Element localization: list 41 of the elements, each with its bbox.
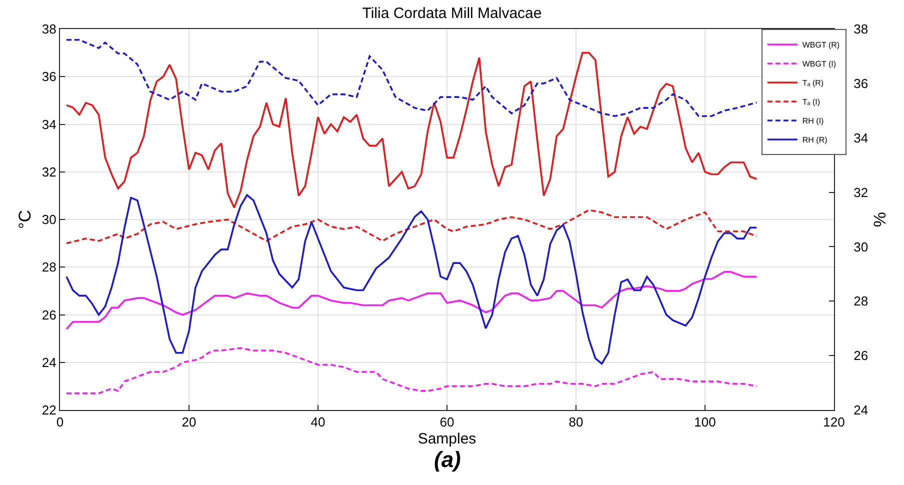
x-tick-label: 60 [440, 414, 454, 430]
y-tick-label: 26 [42, 307, 56, 322]
legend-label: RH (I) [802, 116, 824, 126]
x-tick-label: 80 [568, 414, 584, 430]
legend-label: WBGT (R) [802, 40, 840, 50]
y2-axis-title: % [870, 212, 890, 228]
line-series [66, 194, 758, 365]
y2-tick-label: 24 [854, 402, 868, 418]
y2-tick-label: 28 [854, 294, 868, 309]
y-axis-title: °C [15, 210, 34, 230]
y2-tick-label: 26 [854, 348, 868, 364]
legend-label: WBGT (I) [802, 60, 836, 69]
y-tick-label: 22 [42, 402, 56, 418]
y2-tick-label: 38 [854, 22, 868, 37]
line-series [66, 38, 758, 117]
x-tick-label: 40 [310, 414, 326, 430]
line-series [66, 270, 758, 330]
y-tick-label: 32 [42, 164, 56, 180]
legend-label: RH (R) [802, 136, 828, 145]
y2-tick-label: 30 [854, 239, 868, 254]
y-tick-label: 28 [42, 260, 56, 275]
legend-label: Tₐ (I) [802, 98, 820, 107]
x-tick-label: 0 [56, 414, 64, 430]
y-tick-label: 34 [42, 116, 56, 132]
y-tick-label: 38 [42, 22, 56, 37]
y-tick-label: 36 [42, 69, 56, 84]
chart-title: Tilia Cordata Mill Malvacae [362, 4, 542, 22]
y2-tick-label: 36 [854, 76, 868, 91]
y2-tick-label: 34 [854, 130, 868, 146]
y2-tick-label: 32 [854, 184, 868, 200]
x-tick-label: 20 [182, 414, 196, 430]
legend-label: Tₐ (R) [802, 78, 824, 88]
line-series [66, 347, 758, 394]
text: (a) [434, 447, 461, 472]
x-tick-label: 100 [694, 414, 716, 430]
x-axis-title: Samples [418, 430, 476, 448]
line-series [66, 52, 758, 208]
y-tick-label: 30 [42, 212, 56, 228]
y-tick-label: 24 [42, 354, 56, 370]
line-series [66, 209, 758, 244]
x-tick-label: 120 [823, 414, 845, 430]
